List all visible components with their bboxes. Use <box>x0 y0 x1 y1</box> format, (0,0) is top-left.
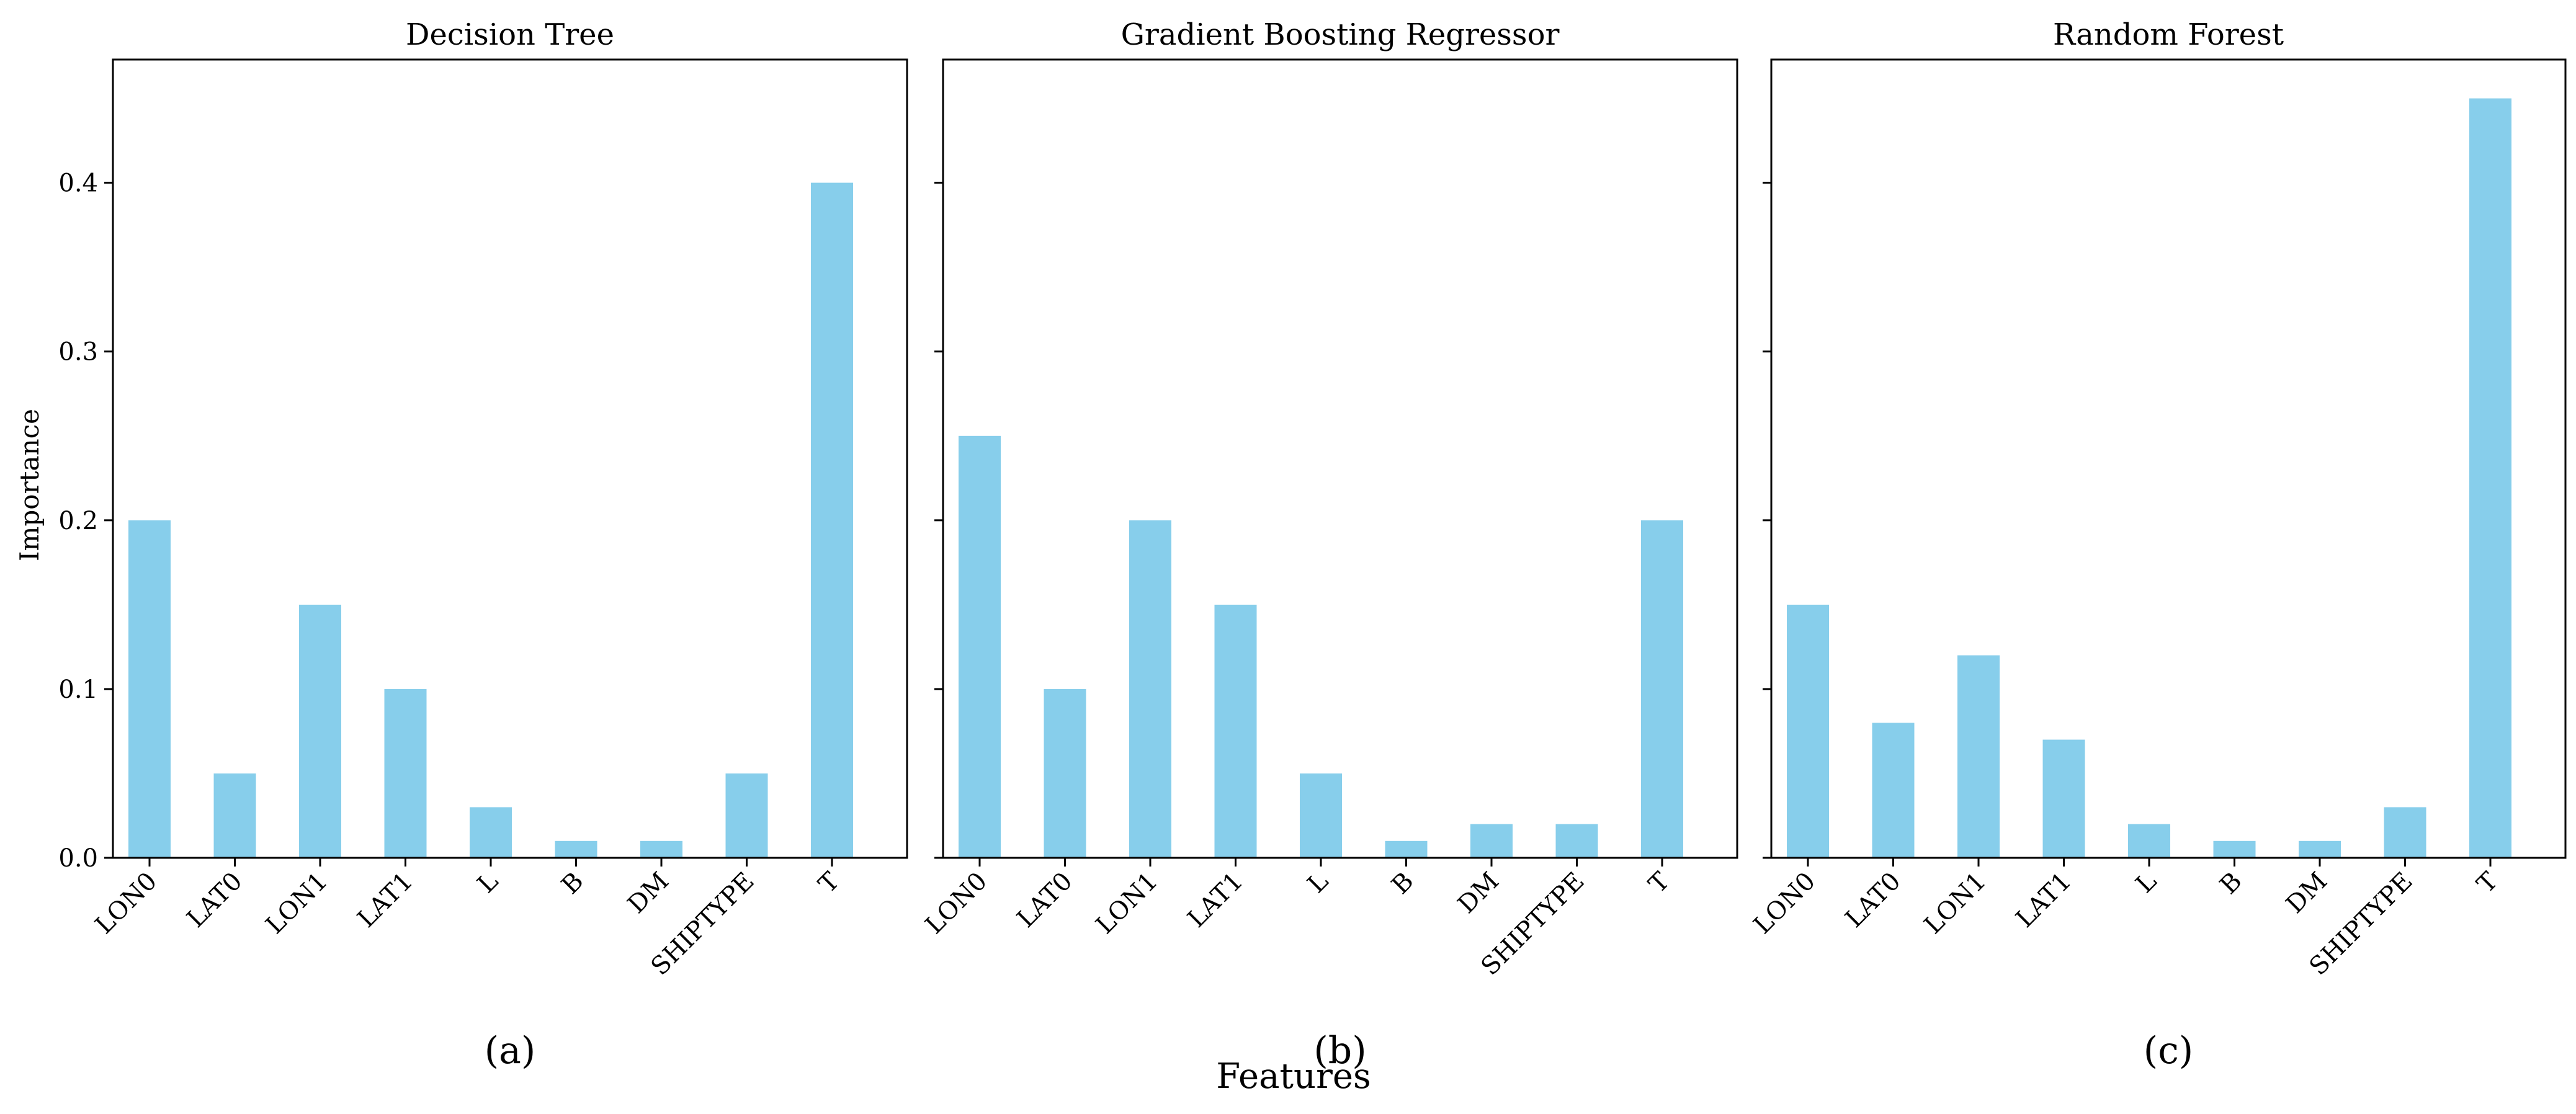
y-axis-label: Importance <box>14 409 45 561</box>
y-tick-label: 0.4 <box>58 169 98 198</box>
panel-label: (a) <box>485 1029 536 1072</box>
panel-label: (b) <box>1313 1029 1366 1072</box>
x-axis-label: Features <box>1216 1056 1371 1097</box>
panel-label: (c) <box>2144 1029 2193 1072</box>
bar-dm <box>1470 824 1513 858</box>
bar-lat1 <box>384 688 427 858</box>
y-tick-label: 0.0 <box>58 844 98 873</box>
bar-l <box>470 807 512 858</box>
bar-b <box>2213 840 2256 858</box>
bar-lat0 <box>213 773 256 858</box>
bar-lon0 <box>128 520 171 858</box>
bar-lon1 <box>299 604 341 858</box>
bar-lat0 <box>1044 688 1086 858</box>
plot-frame <box>942 58 1738 859</box>
bar-t <box>2469 98 2511 858</box>
bar-lat1 <box>2042 739 2085 858</box>
bar-b <box>1385 840 1428 858</box>
bar-lat0 <box>1872 723 1915 858</box>
bar-shiptype <box>2384 807 2426 858</box>
bar-l <box>2128 824 2170 858</box>
bar-lon1 <box>1957 655 2000 858</box>
bar-dm <box>640 840 682 858</box>
bar-dm <box>2299 840 2341 858</box>
plot-frame <box>112 58 908 859</box>
y-tick-label: 0.1 <box>58 675 98 704</box>
bar-lon1 <box>1129 520 1171 858</box>
chart-title: Gradient Boosting Regressor <box>1121 17 1560 52</box>
bar-shiptype <box>725 773 768 858</box>
bar-t <box>1641 520 1683 858</box>
bar-lat1 <box>1214 604 1257 858</box>
plot-frame <box>1770 58 2567 859</box>
chart-title: Random Forest <box>2053 17 2284 52</box>
bar-t <box>811 182 853 858</box>
bar-shiptype <box>1555 824 1598 858</box>
bar-lon0 <box>959 435 1001 858</box>
y-tick-label: 0.2 <box>58 507 98 535</box>
bar-b <box>555 840 597 858</box>
bar-lon0 <box>1787 604 1829 858</box>
y-tick-label: 0.3 <box>58 338 98 367</box>
bar-l <box>1300 773 1342 858</box>
chart-title: Decision Tree <box>406 17 614 52</box>
